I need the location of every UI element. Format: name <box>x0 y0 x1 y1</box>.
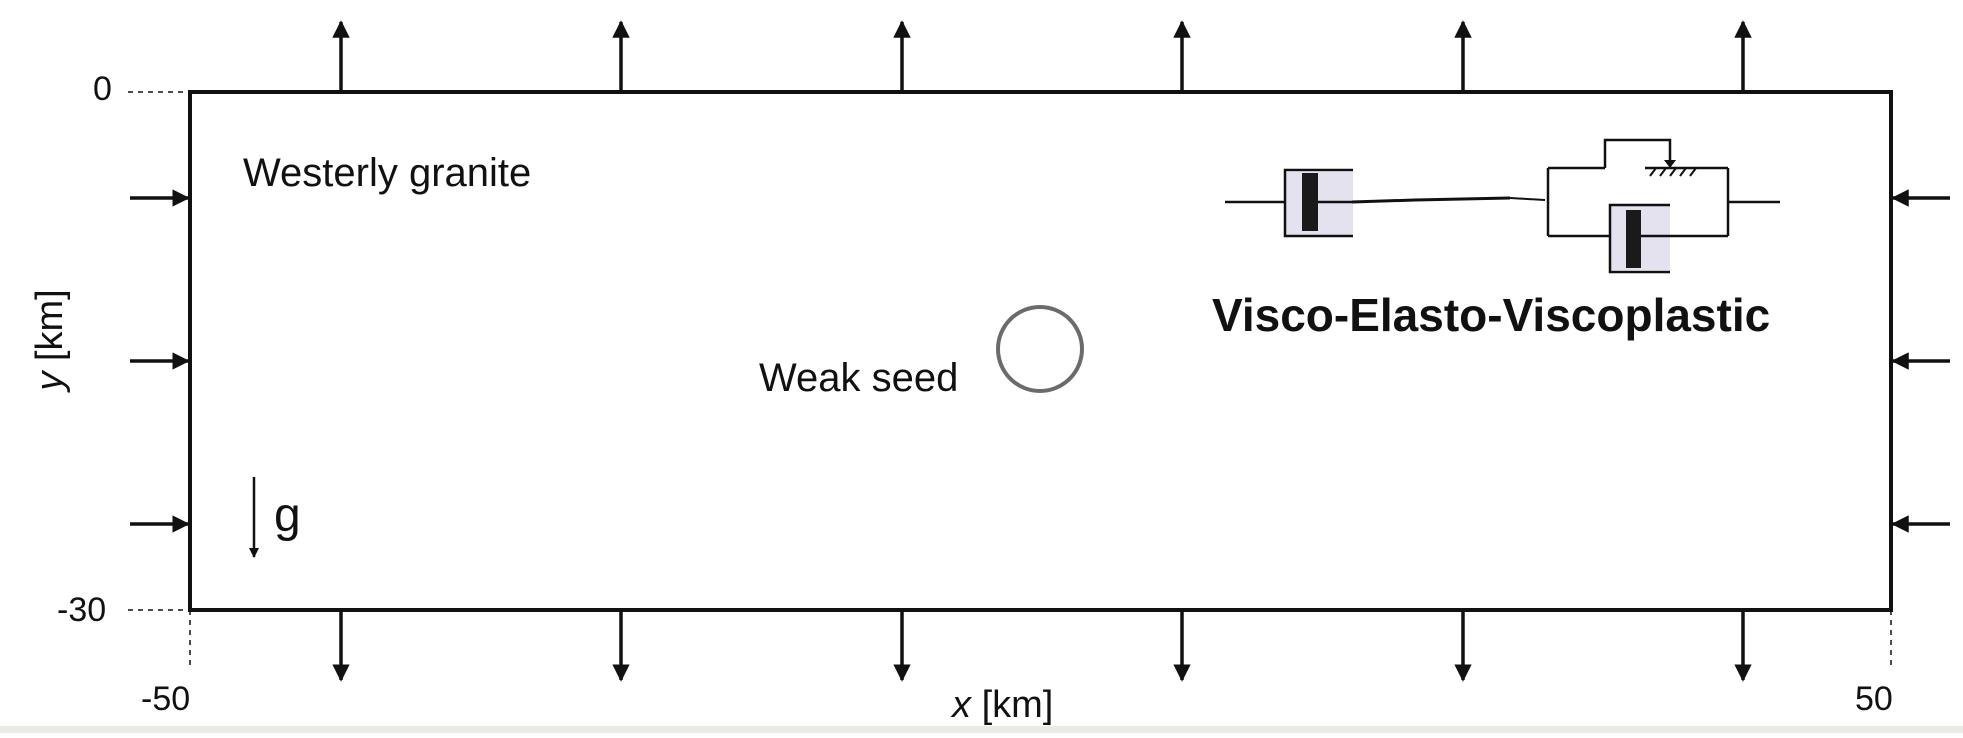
x-axis-title: x [km] <box>952 686 1053 724</box>
x-tick-minus-50: -50 <box>141 680 191 718</box>
y-axis-unit: [km] <box>29 289 71 362</box>
y-tick-minus-30: -30 <box>57 591 107 629</box>
tick-guides <box>128 91 1892 665</box>
x-tick-50: 50 <box>1855 680 1893 718</box>
friction-hatch-icon <box>1649 167 1697 177</box>
elastic-link <box>1351 196 1511 204</box>
dashpot-1-icon <box>1225 168 1353 238</box>
x-axis-variable: x <box>952 684 971 726</box>
weak-seed-label: Weak seed <box>759 356 959 400</box>
gravity-label: g <box>274 489 301 542</box>
weak-seed-circle <box>996 305 1084 393</box>
y-axis-title: y [km] <box>29 289 71 391</box>
footer-strip <box>0 726 1963 733</box>
rheology-model-label: Visco-Elasto-Viscoplastic <box>1212 289 1771 341</box>
rheology-schematic <box>1225 138 1780 274</box>
dashpot-2-icon <box>1608 203 1728 274</box>
model-domain-box <box>188 90 1893 612</box>
left-boundary-arrows <box>130 189 190 533</box>
material-label: Westerly granite <box>243 151 532 195</box>
slider-arrowhead-icon <box>1664 160 1676 168</box>
right-boundary-arrows <box>1891 189 1950 533</box>
bottom-boundary-arrows <box>332 610 1752 682</box>
viscoplastic-block <box>1546 138 1780 238</box>
top-boundary-arrows <box>332 20 1752 92</box>
x-axis-unit: [km] <box>981 684 1054 726</box>
y-tick-0: 0 <box>93 70 112 108</box>
y-axis-variable: y <box>29 371 71 391</box>
